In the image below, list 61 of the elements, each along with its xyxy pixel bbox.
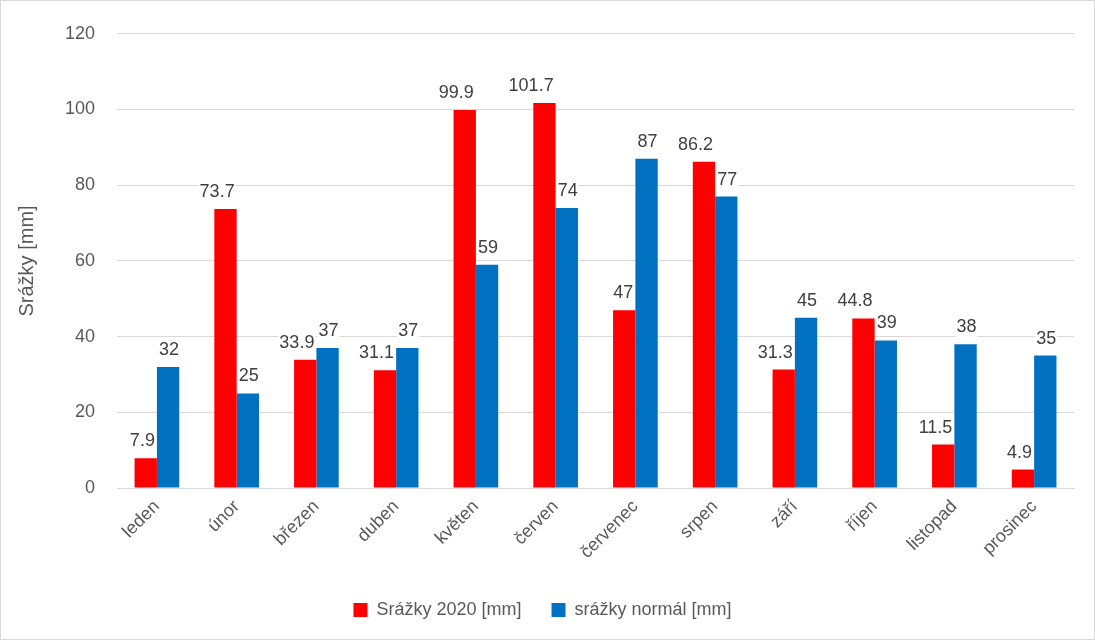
bar [1011, 469, 1035, 488]
bar [1034, 355, 1057, 488]
data-label: 39 [876, 312, 897, 333]
bar [156, 366, 180, 488]
bar [236, 393, 259, 488]
bar [715, 196, 738, 488]
data-label: 37 [318, 319, 339, 340]
bar [294, 359, 317, 488]
x-tick-label: září [765, 495, 802, 532]
data-label: 38 [956, 316, 977, 337]
bar [453, 109, 476, 488]
x-tick-label: říjen [842, 495, 881, 535]
data-label: 73.7 [199, 181, 235, 202]
bar [613, 310, 636, 488]
bar [533, 103, 556, 488]
data-label: 7.9 [129, 430, 155, 451]
data-label: 4.9 [1007, 441, 1033, 462]
legend-label: Srážky 2020 [mm] [376, 598, 522, 619]
data-label: 87 [637, 130, 658, 151]
x-tick-label: únor [203, 495, 243, 536]
bar [555, 207, 578, 488]
data-label: 77 [717, 168, 738, 189]
y-tick-label: 60 [75, 249, 96, 270]
data-label: 101.7 [508, 75, 554, 96]
data-label: 32 [158, 338, 179, 359]
bar [852, 318, 875, 488]
data-label: 59 [477, 236, 498, 257]
data-label: 33.9 [279, 331, 315, 352]
bar [373, 370, 397, 488]
y-tick-label: 120 [64, 22, 96, 43]
bar [772, 369, 795, 488]
legend-label: srážky normál [mm] [574, 598, 732, 619]
y-tick-label: 100 [64, 98, 96, 119]
bar [635, 158, 658, 488]
bar [134, 458, 157, 488]
data-label: 44.8 [837, 290, 873, 311]
y-tick-label: 80 [75, 174, 96, 195]
data-label: 11.5 [918, 416, 953, 437]
data-label: 86.2 [678, 133, 714, 154]
data-label: 25 [238, 365, 259, 386]
data-label: 31.1 [359, 342, 395, 363]
data-label: 74 [557, 179, 578, 200]
y-axis-title: Srážky [mm] [14, 205, 37, 317]
bar [932, 444, 955, 488]
data-label: 37 [398, 319, 419, 340]
data-label: 47 [613, 282, 634, 303]
data-label: 35 [1036, 327, 1057, 348]
bar [316, 348, 339, 488]
bar [794, 317, 818, 488]
data-label: 31.3 [757, 341, 793, 362]
bar [396, 348, 419, 488]
y-tick-label: 40 [75, 325, 96, 346]
bar [874, 340, 897, 488]
y-tick-label: 0 [85, 477, 96, 498]
data-label: 45 [796, 289, 817, 310]
bar [214, 209, 237, 488]
bar [954, 344, 977, 488]
bar [475, 264, 499, 488]
data-label: 99.9 [438, 81, 474, 102]
y-tick-label: 20 [75, 401, 96, 422]
bar [692, 161, 716, 488]
